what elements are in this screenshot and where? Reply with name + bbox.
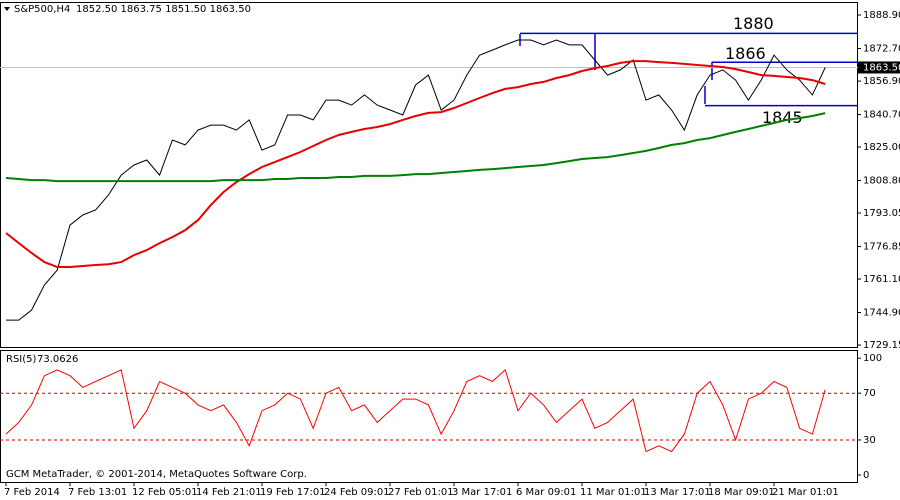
symbol-title: S&P500,H4 (14, 4, 70, 15)
level-label: 1880 (733, 14, 774, 33)
x-tick-label: 13 Mar 17:01 (644, 487, 711, 498)
y-tick-label: 1808.80 (863, 175, 900, 186)
y-tick-label: 1793.05 (863, 208, 900, 219)
y-tick-label: 70 (863, 388, 876, 399)
x-tick-label: 3 Mar 17:01 (452, 487, 512, 498)
series-line (6, 39, 826, 321)
y-tick-label: 1776.85 (863, 241, 900, 252)
last-bar-values: 1852.50 1863.75 1851.50 1863.50 (76, 4, 251, 15)
y-tick-label: 100 (863, 353, 882, 364)
y-tick-label: 1888.90 (863, 10, 900, 21)
level-box-edges (519, 34, 713, 104)
level-label: 1866 (725, 44, 766, 63)
copyright: GCM MetaTrader, © 2001-2014, MetaQuotes … (6, 469, 307, 480)
x-tick-label: 24 Feb 09:01 (324, 487, 390, 498)
y-tick-label: 30 (863, 435, 876, 446)
x-tick-label: 12 Feb 05:01 (132, 487, 198, 498)
x-tick-label: 18 Mar 09:01 (708, 487, 775, 498)
menu-icon (4, 7, 10, 11)
y-tick-label: 1856.90 (863, 76, 900, 87)
x-tick-label: 14 Feb 21:01 (196, 487, 262, 498)
y-tick-label: 1761.10 (863, 274, 900, 285)
series-line (5, 112, 826, 183)
x-tick-label: 11 Mar 01:01 (580, 487, 647, 498)
x-tick-label: 6 Mar 09:01 (516, 487, 576, 498)
x-tick-label: 19 Feb 17:01 (260, 487, 326, 498)
series-line (5, 369, 826, 453)
rsi-value: 73.0626 (37, 354, 78, 365)
y-tick-label: 1840.70 (863, 110, 900, 121)
y-tick-label: 1729.15 (863, 340, 900, 351)
y-tick-label: 1872.70 (863, 43, 900, 54)
series-line (5, 60, 826, 268)
y-tick-label: 1825.00 (863, 142, 900, 153)
x-tick-label: 7 Feb 2014 (4, 487, 60, 498)
rsi-title: RSI(5) (6, 354, 37, 365)
current-price-label: 1863.50 (863, 62, 900, 73)
x-tick-label: 21 Mar 01:01 (772, 487, 839, 498)
y-tick-label: 0 (863, 470, 869, 481)
current-price-tag (858, 61, 900, 74)
x-tick-label: 27 Feb 01:01 (388, 487, 454, 498)
x-tick-label: 7 Feb 13:01 (68, 487, 127, 498)
y-tick-label: 1744.90 (863, 307, 900, 318)
rsi-panel-frame (0, 350, 858, 483)
price-panel-frame (0, 2, 858, 348)
